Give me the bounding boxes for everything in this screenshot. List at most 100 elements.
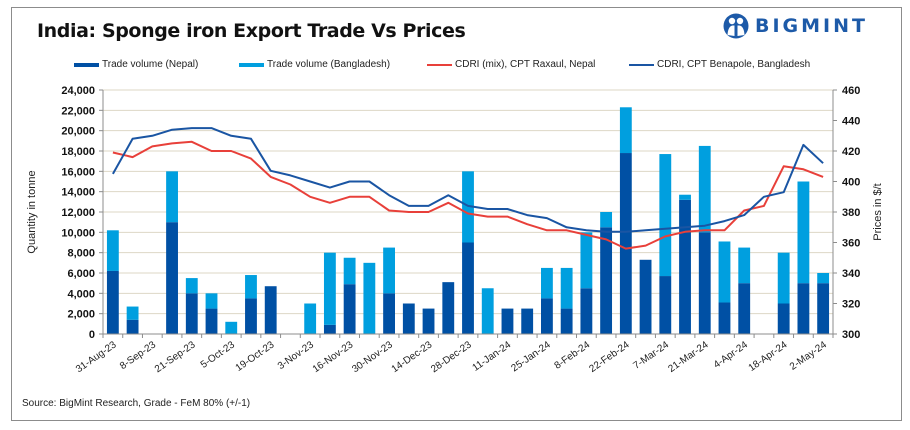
logo-text: BIGMINT [755,15,868,37]
bar-nepal [738,283,751,334]
bar-nepal [777,303,790,334]
x-tick-label: 30-Nov-23 [350,339,395,375]
legend-label: Trade volume (Bangladesh) [267,59,391,70]
bar-nepal [264,286,277,334]
bar-nepal [797,283,810,334]
legend-swatch-bangladesh [239,62,264,67]
bar-nepal [679,199,691,334]
bar-bangladesh [343,257,356,285]
bigmint-people-icon [723,13,749,39]
bar-bangladesh [541,267,553,299]
legend-label: CDRI, CPT Benapole, Bangladesh [657,59,811,70]
bar-nepal [659,276,672,334]
y-tick-label: 18,000 [61,146,95,158]
bar-nepal [166,222,178,334]
y-axis-label: Quantity in tonne [26,170,38,253]
legend-item-nepal-volume: Trade volume (Nepal) [74,59,198,70]
y-tick-label: 8,000 [67,248,95,260]
bar-nepal [442,282,455,334]
bar-nepal [126,319,139,334]
bar-bangladesh [126,306,139,320]
y2-tick-label: 360 [842,238,860,250]
y-tick-label: 22,000 [61,105,95,117]
bar-nepal [560,308,573,334]
y2-tick-label: 440 [842,116,860,128]
x-tick-label: 21-Mar-24 [666,339,710,375]
bar-bangladesh [166,171,178,223]
bar-bangladesh [718,241,731,303]
x-tick-label: 19-Oct-23 [234,339,277,374]
x-tick-label: 28-Dec-23 [429,339,474,375]
x-tick-label: 25-Jan-24 [509,339,553,374]
bar-nepal [600,227,613,334]
x-tick-label: 16-Nov-23 [311,339,356,375]
bar-nepal [245,298,257,334]
x-tick-label: 18-Apr-24 [747,339,790,374]
chart-title: India: Sponge iron Export Trade Vs Price… [37,20,466,42]
y-tick-label: 2,000 [67,309,95,321]
bar-nepal [639,259,652,334]
bar-nepal [718,302,731,334]
legend-item-raxaul-price: CDRI (mix), CPT Raxaul, Nepal [427,59,595,70]
x-tick-label: 5-Oct-23 [199,339,238,371]
bigmint-logo: BIGMINT [723,13,868,39]
x-tick-label: 14-Dec-23 [390,339,435,375]
bar-nepal [698,232,711,334]
bar-nepal [185,293,198,334]
y2-tick-label: 460 [842,85,860,97]
y2-tick-label: 400 [842,177,860,189]
bar-nepal [205,308,218,334]
legend-label: Trade volume (Nepal) [102,59,199,70]
bar-nepal [619,153,632,334]
bar-bangladesh [304,303,317,334]
bar-bangladesh [679,194,691,200]
x-tick-label: 11-Jan-24 [471,339,514,374]
y-tick-label: 24,000 [61,85,95,97]
y-tick-label: 10,000 [61,227,95,239]
bar-nepal [383,293,395,334]
x-tick-label: 2-May-24 [788,339,829,372]
line-benapole-price [112,127,824,233]
bar-bangladesh [481,288,494,334]
bar-bangladesh [817,273,830,284]
bar-bangladesh [245,275,257,299]
x-tick-label: 3-Nov-23 [276,339,316,372]
bar-nepal [817,283,830,334]
bar-bangladesh [383,247,395,294]
bar-nepal [106,270,119,334]
y-tick-label: 12,000 [61,207,95,219]
x-tick-label: 21-Sep-23 [153,339,198,375]
y2-tick-label: 420 [842,146,860,158]
x-tick-label: 8-Sep-23 [118,339,158,372]
chart-frame [11,7,902,421]
y2-tick-label: 340 [842,268,860,280]
x-tick-label: 8-Feb-24 [553,339,593,372]
bar-bangladesh [797,181,810,284]
source-note: Source: BigMint Research, Grade - FeM 80… [22,398,251,409]
bar-nepal [541,298,553,334]
legend-swatch-benapole [629,63,654,66]
y-tick-label: 0 [89,329,95,341]
bar-bangladesh [106,230,119,271]
legend-swatch-raxaul [427,63,452,66]
x-tick-label: 22-Feb-24 [587,339,631,375]
line-raxaul-price [112,140,824,250]
legend-swatch-nepal [74,62,99,67]
bar-bangladesh [225,321,238,334]
bar-bangladesh [777,252,790,304]
bar-nepal [462,242,474,334]
legend-label: CDRI (mix), CPT Raxaul, Nepal [455,59,596,70]
chart-legend: Trade volume (Nepal) Trade volume (Bangl… [0,59,910,73]
y2-tick-label: 300 [842,329,860,341]
bar-bangladesh [363,262,376,334]
bar-bangladesh [205,293,218,309]
y2-tick-label: 320 [842,299,860,311]
bar-bangladesh [659,154,672,277]
x-tick-label: 4-Apr-24 [712,339,751,371]
bar-bangladesh [323,252,336,325]
bar-bangladesh [600,212,613,228]
bar-bangladesh [462,171,474,243]
bar-nepal [580,288,593,334]
y-tick-label: 6,000 [67,268,95,280]
